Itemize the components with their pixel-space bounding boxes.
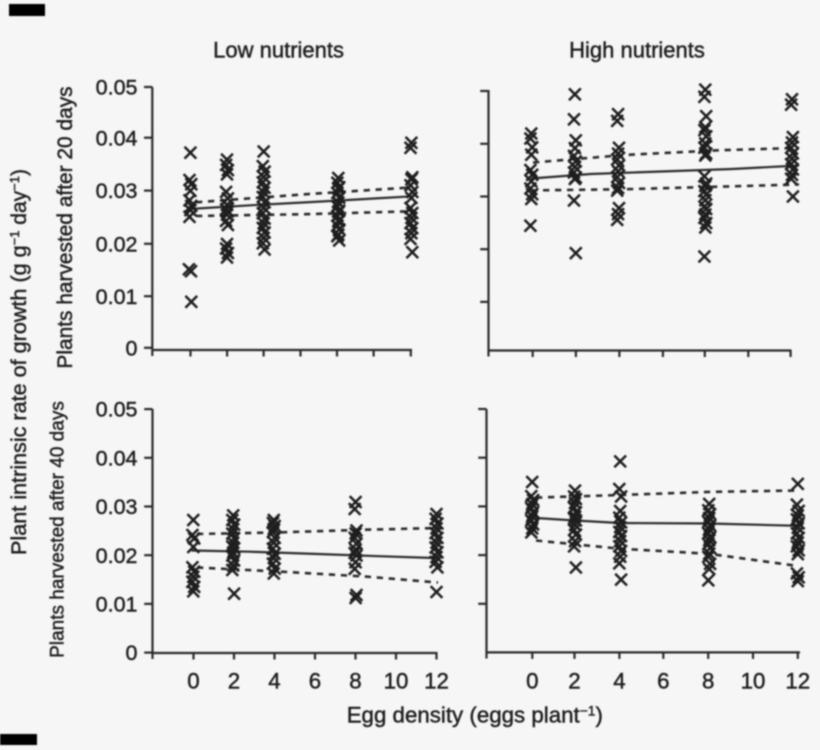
svg-text:Plants harvested after 40 days: Plants harvested after 40 days	[48, 401, 69, 658]
svg-text:4: 4	[268, 668, 280, 693]
svg-text:12: 12	[785, 668, 810, 693]
svg-text:4: 4	[613, 668, 625, 693]
svg-text:10: 10	[741, 668, 766, 693]
svg-text:0.01: 0.01	[96, 593, 138, 617]
svg-text:0.05: 0.05	[96, 76, 138, 100]
svg-text:0: 0	[526, 668, 538, 693]
svg-text:Plants harvested after 20 days: Plants harvested after 20 days	[54, 86, 77, 368]
svg-text:0.04: 0.04	[96, 126, 138, 150]
svg-text:0.02: 0.02	[96, 232, 138, 256]
svg-text:Egg density (eggs plant−1): Egg density (eggs plant−1)	[347, 703, 603, 728]
svg-text:8: 8	[702, 668, 714, 693]
svg-text:0: 0	[126, 336, 138, 360]
svg-text:Low nutrients: Low nutrients	[213, 38, 344, 63]
svg-text:Plant intrinsic rate of growth: Plant intrinsic rate of growth (g g−1 da…	[6, 169, 31, 555]
svg-text:12: 12	[424, 668, 449, 693]
svg-text:0.05: 0.05	[96, 398, 138, 422]
svg-text:0.01: 0.01	[96, 285, 138, 309]
svg-text:High nutrients: High nutrients	[569, 38, 705, 63]
svg-text:2: 2	[228, 668, 240, 693]
svg-text:0.03: 0.03	[96, 495, 138, 519]
svg-text:0: 0	[187, 668, 199, 693]
svg-text:0.02: 0.02	[96, 544, 138, 568]
svg-text:10: 10	[384, 668, 409, 693]
svg-text:6: 6	[657, 668, 669, 693]
svg-text:2: 2	[568, 668, 580, 693]
svg-text:0: 0	[126, 641, 138, 665]
svg-text:0.03: 0.03	[96, 179, 138, 203]
svg-text:6: 6	[309, 668, 321, 693]
svg-text:0.04: 0.04	[96, 446, 138, 470]
svg-text:8: 8	[349, 668, 361, 693]
